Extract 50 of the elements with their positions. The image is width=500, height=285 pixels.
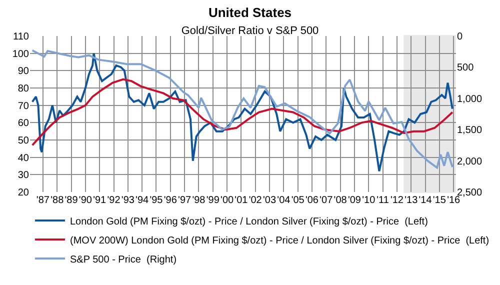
y2-tick-label: 1,000 — [457, 94, 482, 105]
x-tick-label: '97 — [178, 195, 192, 206]
line-series — [31, 78, 454, 146]
y-tick-label: 80 — [18, 84, 30, 94]
x-tick-label: '08 — [334, 195, 348, 206]
x-tick-label: '90 — [78, 195, 92, 206]
y-tick-label: 50 — [18, 136, 30, 146]
y2-tick-label: 500 — [457, 62, 474, 74]
x-tick-label: '98 — [192, 195, 206, 206]
x-tick-label: '11 — [376, 195, 390, 206]
y-tick-label: 40 — [18, 152, 30, 164]
y-tick-label: 110 — [13, 32, 30, 42]
x-tick-label: '91 — [93, 195, 107, 206]
chart-subtitle: Gold/Silver Ratio v S&P 500 — [181, 25, 319, 37]
y2-tick-label: 0 — [457, 32, 463, 42]
x-tick-label: '10 — [362, 195, 376, 206]
x-tick-label: '00 — [220, 195, 234, 206]
legend-label: (MOV 200W) London Gold (PM Fixing $/ozt) - Price / London Silver (Fixing $/ozt) - Price (Left) — [70, 235, 490, 246]
y-tick-label: 20 — [18, 188, 30, 198]
x-tick-label: '05 — [291, 195, 305, 206]
x-tick-label: '93 — [121, 195, 135, 206]
x-tick-label: '04 — [277, 195, 291, 206]
x-tick-label: '88 — [50, 195, 64, 206]
y-tick-label: 90 — [18, 66, 30, 78]
x-tick-label: '06 — [305, 195, 319, 206]
x-tick-label: '95 — [150, 195, 164, 206]
legend-label: London Gold (PM Fixing $/ozt) - Price / London Silver (Fixing $/ozt) - Price (Left) — [70, 216, 428, 228]
y2-tick-label: 1,500 — [457, 125, 482, 136]
x-tick-label: '96 — [164, 195, 178, 206]
x-tick-label: '94 — [136, 195, 150, 206]
chart-title: United States — [208, 5, 292, 20]
y-tick-label: 60 — [18, 118, 30, 130]
x-tick-label: '92 — [107, 195, 121, 206]
x-tick-label: '07 — [320, 195, 334, 206]
x-tick-label: '13 — [404, 195, 418, 206]
y2-tick-label: 2,000 — [457, 156, 482, 168]
x-tick-label: '12 — [390, 195, 404, 206]
x-tick-label: '09 — [348, 195, 362, 206]
x-tick-label: '03 — [262, 195, 276, 206]
x-tick-label: '02 — [248, 195, 262, 206]
x-tick-label: '99 — [206, 195, 220, 206]
x-tick-label: '89 — [64, 195, 78, 206]
y-tick-label: 70 — [18, 100, 30, 112]
y-tick-label: 30 — [18, 170, 30, 182]
y-tick-label: 100 — [12, 48, 30, 60]
x-tick-label: '01 — [234, 195, 248, 206]
x-tick-label: '87 — [36, 195, 50, 206]
legend-label: S&P 500 - Price (Right) — [70, 254, 177, 266]
x-tick-label: '14 — [418, 195, 432, 206]
x-tick-label: '15 — [432, 195, 446, 206]
